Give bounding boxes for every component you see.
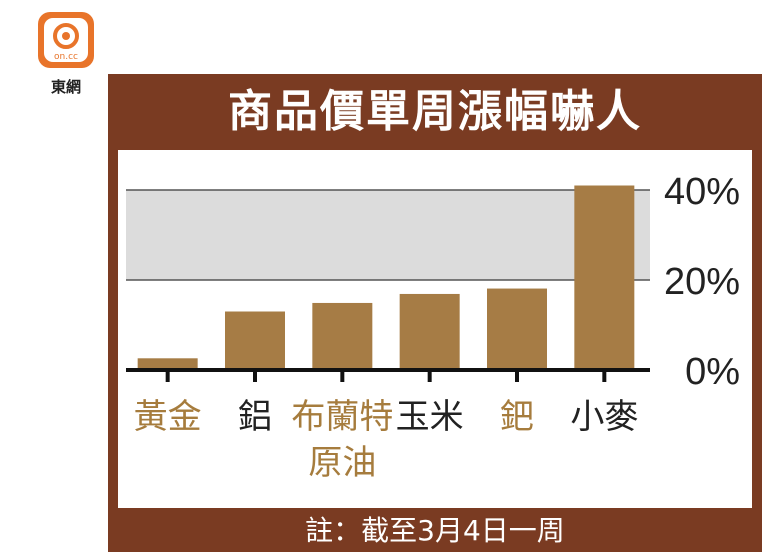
x-tick-label: 鋁 — [238, 397, 272, 437]
bar — [312, 302, 373, 370]
highlight-band — [126, 190, 650, 280]
x-tick-label: 玉米 — [396, 397, 464, 437]
svg-text:on.cc: on.cc — [54, 52, 78, 62]
x-tick-label: 原油 — [308, 443, 376, 483]
logo-mark-icon: on.cc — [53, 23, 79, 62]
bar — [574, 185, 635, 370]
y-tick-label: 0% — [685, 351, 740, 393]
x-tick-label: 小麥 — [570, 397, 638, 437]
logo-text: 東網 — [50, 78, 81, 96]
oncc-logo: on.cc — [38, 12, 94, 68]
bar — [399, 293, 460, 370]
chart-title: 商品價單周漲幅嚇人 — [228, 86, 642, 137]
y-tick-label: 20% — [664, 261, 740, 303]
bar — [225, 311, 285, 370]
x-tick-label: 布蘭特 — [291, 397, 393, 437]
y-tick-label: 40% — [664, 171, 740, 213]
chart-note: 註：截至3月4日一周 — [305, 514, 565, 547]
x-tick-label: 鈀 — [500, 397, 534, 437]
bar — [137, 358, 198, 370]
x-tick-label: 黃金 — [134, 397, 202, 437]
bar — [487, 288, 547, 370]
